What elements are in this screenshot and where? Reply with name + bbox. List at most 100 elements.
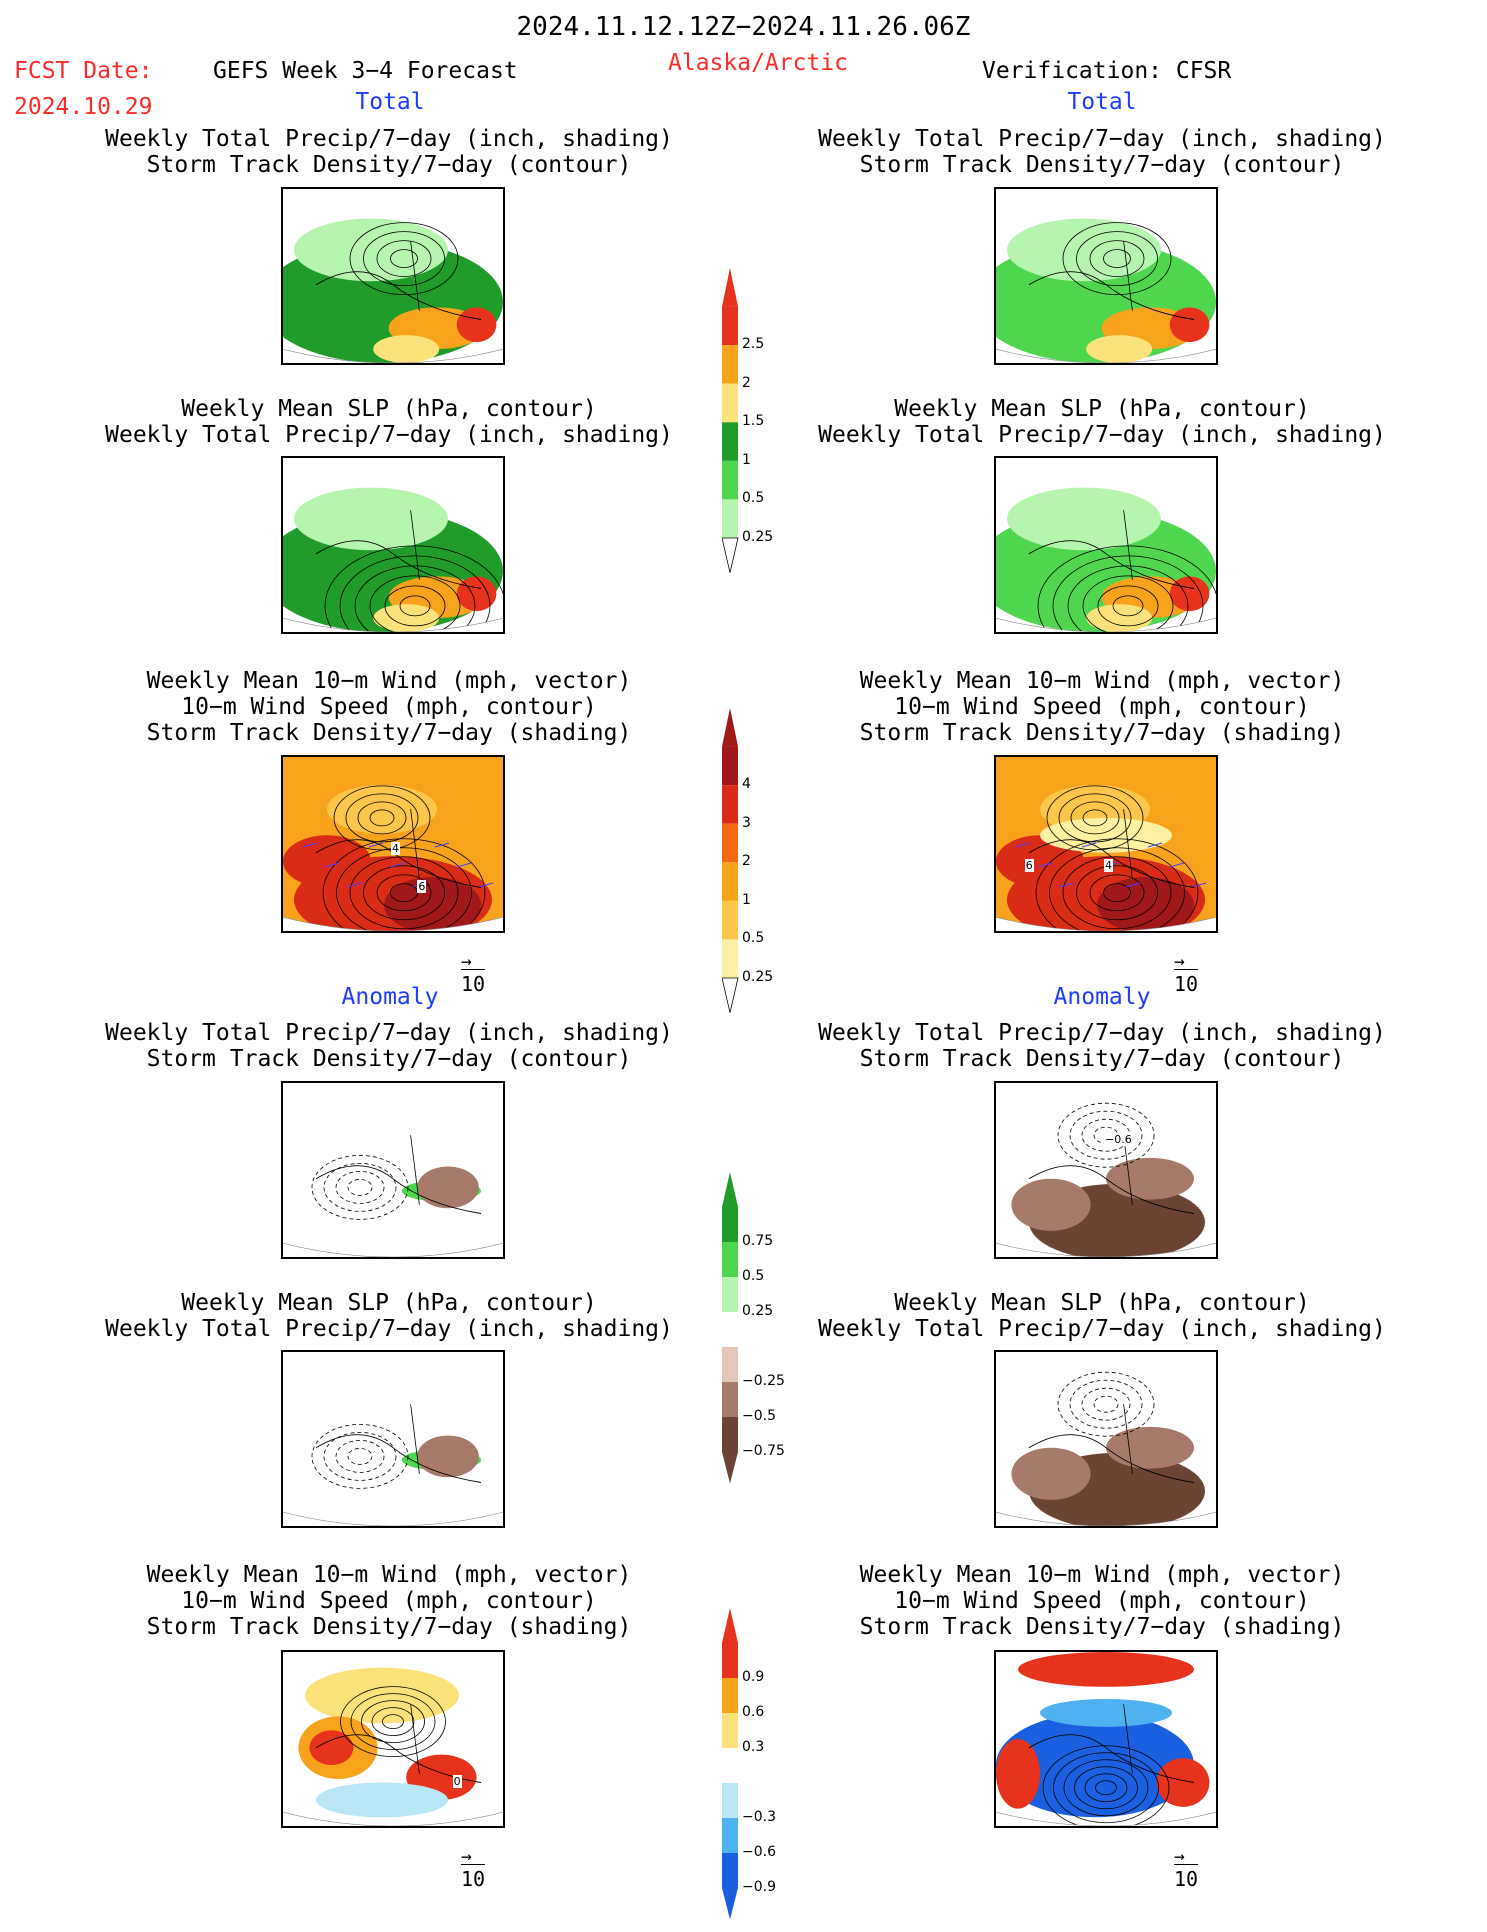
- panel-title-line: Weekly Total Precip/7−day (inch, shading…: [105, 1020, 673, 1046]
- wind-vector: [346, 882, 362, 888]
- panel-title: Weekly Mean 10−m Wind (mph, vector) 10−m …: [772, 668, 1432, 746]
- coastline: [315, 1165, 482, 1214]
- panel-title-line: Storm Track Density/7−day (contour): [146, 1046, 632, 1072]
- colorbar-swatch: [722, 823, 738, 863]
- vector-reference-label: 10: [1174, 969, 1199, 996]
- slp-contour: [369, 575, 461, 632]
- precip-shading: [1007, 218, 1161, 282]
- vector-reference-label: 10: [461, 1864, 486, 1891]
- wind-vector: [1081, 842, 1097, 848]
- panel-title: Weekly Mean SLP (hPa, contour) Weekly Tot…: [59, 396, 719, 448]
- colorbar-swatch: [722, 460, 738, 500]
- precip-shading: [1007, 487, 1161, 551]
- wind-speed-contour: [1070, 801, 1120, 835]
- vector-reference-arrow-icon: →: [461, 951, 472, 972]
- wind-speed-contour: [1074, 1766, 1138, 1810]
- panel-title-line: Storm Track Density/7−day (shading): [146, 1614, 632, 1640]
- panel-title-line: Storm Track Density/7−day (contour): [146, 152, 632, 178]
- map-field: [283, 1652, 503, 1826]
- colorbar-track_total: 4 3 2 1 0.5 0.25: [721, 708, 802, 1022]
- panel-title-line: Weekly Total Precip/7−day (inch, shading…: [818, 1020, 1386, 1046]
- wind-speed-contour: [357, 801, 407, 835]
- vector-reference-arrow-icon: →: [1174, 951, 1185, 972]
- colorbar-swatch: [722, 1347, 738, 1382]
- wind-speed-contour: [322, 838, 486, 931]
- colorbar-swatch: [722, 785, 738, 824]
- precip-shading: [456, 307, 497, 343]
- panel-title-line: 10−m Wind Speed (mph, contour): [181, 694, 597, 720]
- slp-contour: [1067, 565, 1189, 632]
- colorbar-swatch: [722, 1853, 738, 1888]
- wind-speed-contour: [349, 856, 459, 930]
- track-shading: [283, 835, 371, 888]
- map-panel: [281, 1350, 505, 1528]
- map-plot: [996, 1652, 1216, 1826]
- wind-speed-contour: [340, 1686, 446, 1757]
- wind-vector: [478, 882, 494, 888]
- border-line: [1123, 510, 1133, 580]
- contour-value-label: 4: [1104, 859, 1113, 873]
- anomaly-contour: [1057, 1102, 1155, 1168]
- wind-speed-contour: [371, 1707, 415, 1736]
- colorbar-swatch: [722, 1783, 738, 1818]
- track-anomaly-shading: [1018, 1652, 1194, 1687]
- border-line: [1123, 1404, 1133, 1474]
- colorbar-swatch: [722, 1748, 738, 1783]
- track-anomaly-shading: [996, 1739, 1040, 1809]
- panel-title-line: Weekly Total Precip/7−day (inch, shading…: [105, 126, 673, 152]
- verification-label: Verification: CFSR: [982, 58, 1232, 84]
- track-shading: [1097, 877, 1195, 931]
- contour-value-label: −0.6: [1104, 1133, 1133, 1147]
- precip-shading: [1169, 307, 1210, 343]
- colorbar-tick-label: 0.9: [742, 1669, 765, 1685]
- track-contour: [1062, 222, 1172, 295]
- colorbar-swatch: [722, 1417, 738, 1452]
- wind-speed-contour: [1058, 793, 1132, 843]
- panel-title-line: Weekly Total Precip/7−day (inch, shading…: [105, 422, 673, 448]
- anomaly-contour: [1069, 1379, 1143, 1429]
- colorbar-swatch: [722, 1678, 738, 1713]
- track-shading: [384, 877, 482, 931]
- map-field: [283, 189, 503, 363]
- coastline: [315, 540, 482, 589]
- border-line: [1123, 241, 1133, 311]
- panel-title-line: Weekly Mean SLP (hPa, contour): [181, 396, 597, 422]
- map-panel: [281, 187, 505, 365]
- contour-value-label: 6: [1024, 859, 1034, 873]
- map-panel: [281, 1081, 505, 1259]
- map-panel: [994, 456, 1218, 634]
- wind-speed-contour: [1062, 856, 1172, 930]
- panel-title: Weekly Total Precip/7−day (inch, shading…: [59, 126, 719, 178]
- precip-anomaly-shading: [1106, 1157, 1194, 1200]
- panel-title: Weekly Mean 10−m Wind (mph, vector) 10−m …: [772, 1562, 1432, 1640]
- slp-contour: [384, 585, 446, 627]
- vector-reference: → 10: [461, 1848, 486, 1891]
- slp-contour: [1082, 575, 1174, 632]
- map-panel: [994, 1081, 1218, 1259]
- panel-title-line: Weekly Mean SLP (hPa, contour): [181, 1290, 597, 1316]
- vector-reference: → 10: [1174, 1848, 1199, 1891]
- colorbar-tick-label: 4: [742, 776, 751, 793]
- track-contour: [1076, 231, 1158, 286]
- colorbar-swatch: [722, 499, 738, 538]
- colorbar-swatch: [722, 1312, 738, 1347]
- wind-speed-contour: [1053, 1752, 1159, 1824]
- colorbar-tick-label: 0.75: [742, 1233, 774, 1249]
- contour-value-label: 6: [417, 880, 427, 894]
- wind-speed-contour: [336, 847, 472, 931]
- border-line: [1123, 809, 1133, 879]
- panel-title-line: Weekly Mean 10−m Wind (mph, vector): [146, 668, 632, 694]
- wind-speed-contour: [1076, 865, 1158, 921]
- map-panel: [281, 456, 505, 634]
- colorbar-track_anom: 0.9 0.6 0.3 −0.3 −0.6 −0.9: [722, 1608, 802, 1932]
- border-line: [410, 809, 420, 879]
- colorbar-tick-label: 2: [742, 853, 751, 870]
- anomaly-contour: [335, 1440, 385, 1473]
- track-contour: [1103, 249, 1131, 268]
- panel-title: Weekly Total Precip/7−day (inch, shading…: [772, 126, 1432, 178]
- colorbar-swatch: [722, 1713, 738, 1748]
- precip-shading: [294, 487, 448, 551]
- model-label: GEFS Week 3−4 Forecast: [213, 58, 518, 84]
- wind-speed-contour: [1035, 838, 1199, 931]
- slp-contour: [399, 595, 431, 617]
